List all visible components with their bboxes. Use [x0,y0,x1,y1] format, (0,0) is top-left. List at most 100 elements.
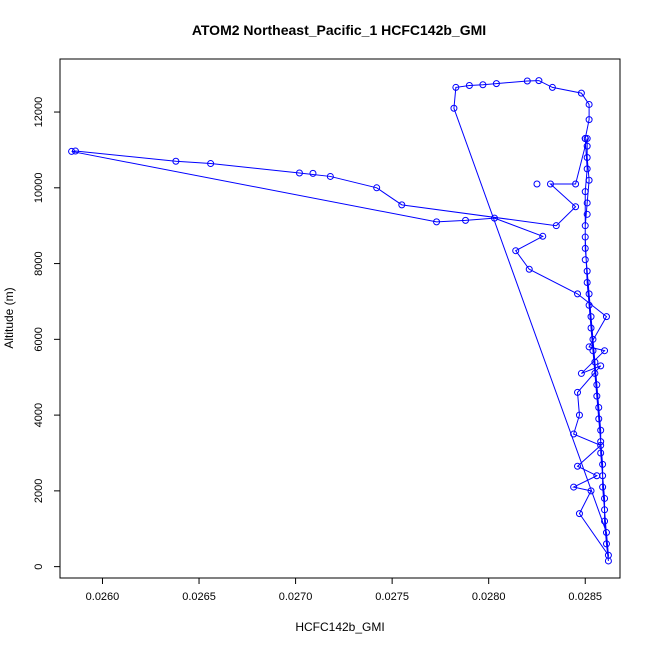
data-point [599,483,607,491]
data-point [601,494,609,502]
data-point [570,430,578,438]
data-series-line [71,80,610,562]
data-point [462,216,470,224]
data-point [535,77,543,85]
data-point [601,347,609,355]
data-point [207,160,215,168]
data-point [373,184,381,192]
data-point [597,426,605,434]
data-point [512,247,520,255]
data-point [572,180,580,188]
data-point [172,157,180,165]
data-point [581,256,589,264]
data-point [581,244,589,252]
data-point [597,441,605,449]
data-point [587,324,595,332]
data-point [574,388,582,396]
y-tick-label: 10000 [33,173,45,204]
chart-title: ATOM2 Northeast_Pacific_1 HCFC142b_GMI [192,22,486,38]
data-point [581,222,589,230]
data-point [583,267,591,275]
data-point [68,147,76,155]
data-point [546,180,554,188]
data-point [575,510,583,518]
data-point [583,165,591,173]
data-point [479,81,487,89]
data-point [595,415,603,423]
data-point [591,358,599,366]
data-point [587,313,595,321]
x-tick-label: 0.0285 [568,591,602,603]
data-point [602,529,610,537]
data-point [601,517,609,525]
x-tick-label: 0.0275 [375,591,409,603]
data-point [525,265,533,273]
plot-frame [59,58,621,579]
data-point [577,369,585,377]
data-point [597,362,605,370]
data-point [548,83,556,91]
data-point [601,506,609,514]
data-point [595,404,603,412]
y-tick-label: 4000 [33,403,45,427]
data-point [585,343,593,351]
data-point [599,460,607,468]
data-point [597,449,605,457]
data-point [583,199,591,207]
data-point [593,392,601,400]
data-point [533,180,541,188]
data-point [583,142,591,150]
y-axis: 0 2000 4000 6000 8000 10000 12000 [33,97,60,570]
data-point [326,172,334,180]
data-point [570,483,578,491]
data-point [583,279,591,287]
data-point [604,551,612,559]
data-point [572,203,580,211]
x-tick-label: 0.0265 [182,591,216,603]
series-path [71,80,610,562]
data-point [574,462,582,470]
data-point [575,411,583,419]
x-axis-label: HCFC142b_GMI [295,620,384,634]
data-point [295,169,303,177]
data-point [602,313,610,321]
data-point [585,100,593,108]
data-point [552,222,560,230]
x-axis: 0.0260 0.0265 0.0270 0.0275 0.0280 0.0285 [86,578,602,603]
y-tick-label: 8000 [33,251,45,275]
data-point [581,233,589,241]
data-point [452,83,460,91]
y-tick-label: 6000 [33,327,45,351]
x-tick-label: 0.0280 [472,591,506,603]
data-point [589,347,597,355]
data-point [585,116,593,124]
data-point [585,290,593,298]
data-point [583,210,591,218]
data-point [593,472,601,480]
data-point [585,176,593,184]
data-point [589,335,597,343]
data-point [591,369,599,377]
data-point [574,290,582,298]
data-point [597,438,605,446]
y-tick-label: 0 [33,564,45,570]
data-point [433,218,441,226]
data-point [581,188,589,196]
data-point [585,301,593,309]
data-point [523,77,531,85]
y-axis-label: Altitude (m) [2,287,16,348]
data-point [398,201,406,209]
data-point [539,232,547,240]
data-point [492,80,500,88]
data-point [583,135,591,143]
data-point [490,214,498,222]
x-tick-label: 0.0260 [86,591,120,603]
y-tick-label: 2000 [33,479,45,503]
data-point [309,169,317,177]
data-point [602,540,610,548]
data-point [71,147,79,155]
data-point [450,104,458,112]
x-tick-label: 0.0270 [279,591,313,603]
data-point [577,89,585,97]
